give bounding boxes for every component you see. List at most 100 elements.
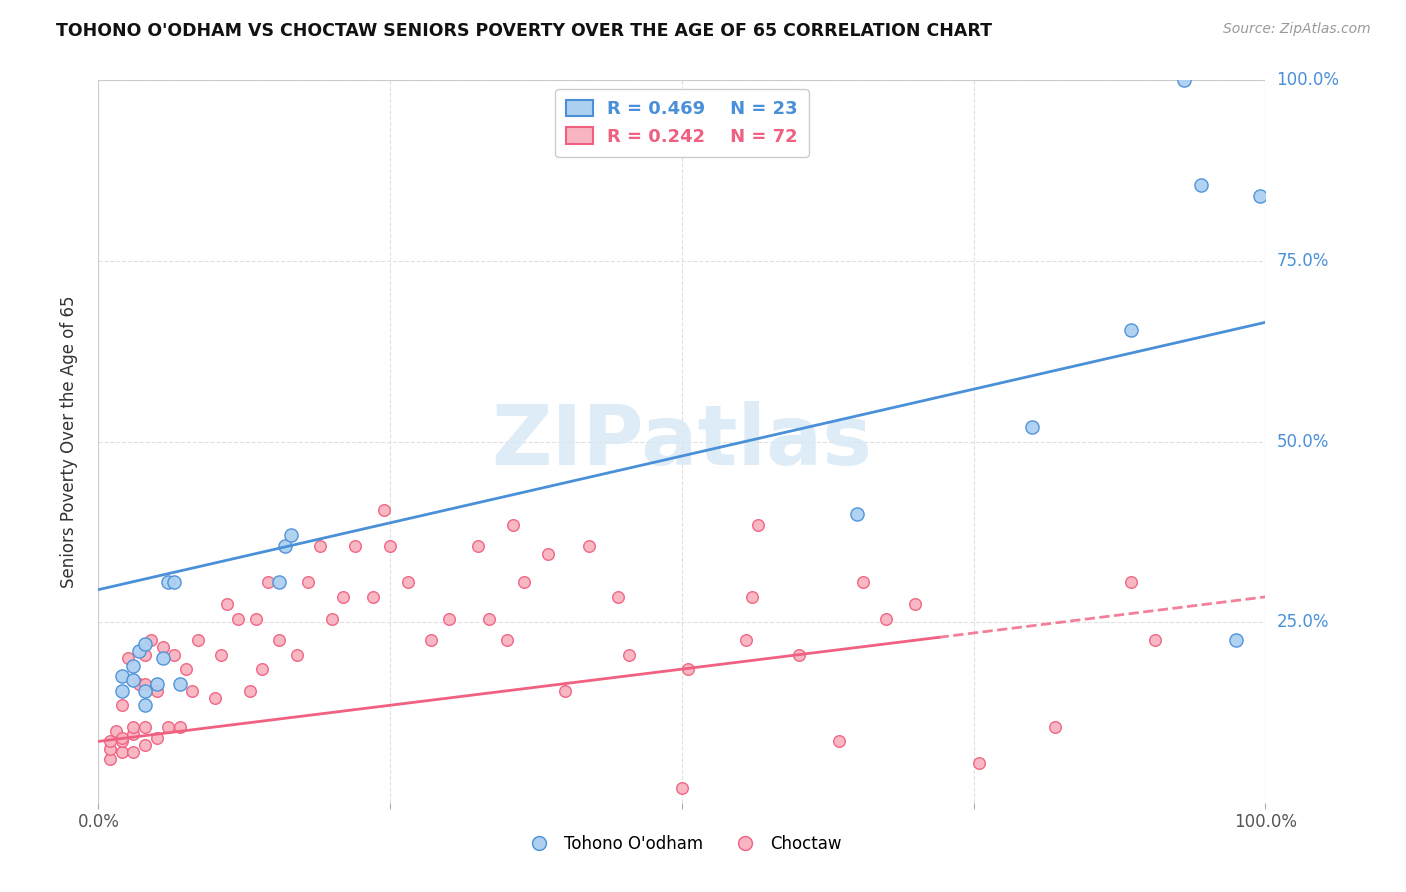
Point xyxy=(269,633,291,648)
Point xyxy=(502,517,524,532)
Point xyxy=(332,590,354,604)
Point xyxy=(297,575,319,590)
Point xyxy=(122,658,145,673)
Point xyxy=(122,673,145,687)
Point xyxy=(904,597,927,611)
Point xyxy=(122,727,145,741)
Point xyxy=(1045,720,1067,734)
Legend: Tohono O'odham, Choctaw: Tohono O'odham, Choctaw xyxy=(516,828,848,860)
Point xyxy=(215,597,238,611)
Point xyxy=(134,637,156,651)
Point xyxy=(157,575,180,590)
Point xyxy=(437,611,460,625)
Point xyxy=(1249,189,1271,203)
Point xyxy=(128,644,150,658)
Point xyxy=(204,691,226,706)
Point xyxy=(280,528,302,542)
Point xyxy=(537,547,560,561)
Point xyxy=(169,720,191,734)
Point xyxy=(1189,178,1212,192)
Point xyxy=(269,575,291,590)
Point xyxy=(180,683,202,698)
Point xyxy=(420,633,443,648)
Point xyxy=(787,648,810,662)
Point xyxy=(361,590,384,604)
Point xyxy=(828,734,851,748)
Point xyxy=(98,752,121,766)
Text: ZIPatlas: ZIPatlas xyxy=(492,401,872,482)
Point xyxy=(969,756,991,770)
Point xyxy=(209,648,232,662)
Point xyxy=(122,720,145,734)
Point xyxy=(380,539,402,553)
Point xyxy=(111,731,134,745)
Point xyxy=(187,633,209,648)
Point xyxy=(239,683,262,698)
Text: 100.0%: 100.0% xyxy=(1277,71,1340,89)
Point xyxy=(128,676,150,690)
Point xyxy=(146,683,169,698)
Point xyxy=(98,741,121,756)
Point xyxy=(1143,633,1166,648)
Y-axis label: Seniors Poverty Over the Age of 65: Seniors Poverty Over the Age of 65 xyxy=(59,295,77,588)
Point xyxy=(228,611,250,625)
Point xyxy=(846,507,869,521)
Point xyxy=(1121,575,1143,590)
Point xyxy=(578,539,600,553)
Point xyxy=(152,640,174,655)
Point xyxy=(1121,322,1143,336)
Point xyxy=(134,648,156,662)
Point xyxy=(496,633,519,648)
Point xyxy=(671,781,693,796)
Text: 50.0%: 50.0% xyxy=(1277,433,1329,450)
Point xyxy=(467,539,489,553)
Point xyxy=(274,539,297,553)
Point xyxy=(606,590,628,604)
Point xyxy=(676,662,699,676)
Point xyxy=(111,683,134,698)
Point xyxy=(619,648,641,662)
Point xyxy=(1021,420,1043,434)
Point xyxy=(157,720,180,734)
Point xyxy=(321,611,343,625)
Point xyxy=(245,611,267,625)
Point xyxy=(98,734,121,748)
Point xyxy=(134,738,156,752)
Point xyxy=(117,651,139,665)
Point xyxy=(163,648,186,662)
Text: 25.0%: 25.0% xyxy=(1277,613,1329,632)
Point xyxy=(554,683,576,698)
Point xyxy=(373,503,395,517)
Point xyxy=(250,662,273,676)
Point xyxy=(513,575,536,590)
Point xyxy=(146,676,169,690)
Point xyxy=(134,683,156,698)
Point xyxy=(134,676,156,690)
Point xyxy=(104,723,127,738)
Text: Source: ZipAtlas.com: Source: ZipAtlas.com xyxy=(1223,22,1371,37)
Point xyxy=(852,575,875,590)
Point xyxy=(285,648,308,662)
Text: 75.0%: 75.0% xyxy=(1277,252,1329,270)
Point xyxy=(111,669,134,683)
Point xyxy=(344,539,367,553)
Point xyxy=(741,590,763,604)
Point xyxy=(122,745,145,759)
Point xyxy=(1225,633,1247,648)
Point xyxy=(478,611,501,625)
Point xyxy=(134,720,156,734)
Point xyxy=(111,698,134,713)
Point xyxy=(396,575,419,590)
Point xyxy=(256,575,278,590)
Point xyxy=(146,731,169,745)
Text: TOHONO O'ODHAM VS CHOCTAW SENIORS POVERTY OVER THE AGE OF 65 CORRELATION CHART: TOHONO O'ODHAM VS CHOCTAW SENIORS POVERT… xyxy=(56,22,993,40)
Point xyxy=(163,575,186,590)
Point xyxy=(309,539,332,553)
Point xyxy=(169,676,191,690)
Point xyxy=(134,698,156,713)
Point xyxy=(174,662,197,676)
Point xyxy=(139,633,162,648)
Point xyxy=(111,734,134,748)
Point xyxy=(747,517,769,532)
Point xyxy=(152,651,174,665)
